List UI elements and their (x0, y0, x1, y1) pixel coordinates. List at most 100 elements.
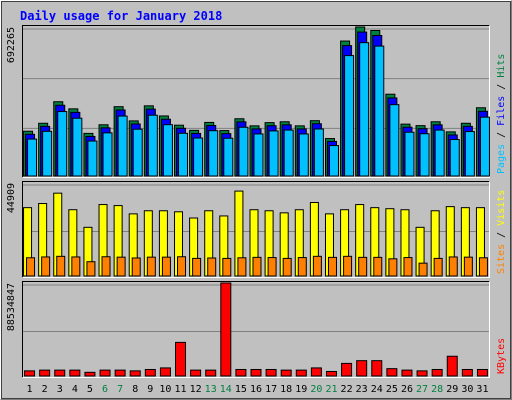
bar-sites-day-25 (388, 258, 398, 277)
bar-pages-day-1 (27, 138, 38, 177)
bar-kbytes-day-11 (175, 341, 187, 377)
x-tick-label-4: 4 (72, 384, 78, 395)
bar-sites-day-14 (222, 257, 232, 277)
bar-sites-day-17 (267, 257, 277, 277)
chart-title: Daily usage for January 2018 (20, 9, 222, 23)
bar-pages-day-17 (268, 130, 279, 177)
bar-pages-day-24 (374, 45, 385, 177)
bar-kbytes-day-23 (356, 360, 368, 377)
panel-top-border-dark (22, 25, 490, 178)
bar-sites-day-15 (237, 257, 247, 277)
bar-pages-day-13 (208, 130, 219, 177)
bar-kbytes-day-3 (54, 369, 66, 377)
bar-sites-day-27 (418, 262, 428, 277)
x-tick-label-12: 12 (190, 384, 202, 395)
bar-sites-day-21 (327, 256, 337, 277)
bar-pages-day-16 (253, 133, 264, 177)
bar-sites-day-9 (146, 256, 156, 277)
bar-sites-day-23 (358, 256, 368, 277)
x-tick-label-24: 24 (371, 384, 383, 395)
x-tick-label-5: 5 (87, 384, 93, 395)
bar-pages-day-23 (359, 42, 370, 177)
bar-kbytes-day-1 (24, 370, 36, 377)
bar-kbytes-day-22 (341, 362, 353, 377)
bar-kbytes-day-5 (84, 371, 96, 377)
legend-item-sites: Sites (496, 244, 507, 274)
x-tick-label-9: 9 (147, 384, 153, 395)
bar-sites-day-18 (282, 257, 292, 277)
bar-sites-day-1 (26, 257, 36, 277)
bar-sites-day-8 (131, 257, 141, 277)
bar-kbytes-day-25 (386, 368, 398, 377)
bar-kbytes-day-30 (461, 368, 473, 377)
bar-kbytes-day-2 (39, 369, 51, 377)
bar-pages-day-5 (87, 140, 98, 177)
bar-kbytes-day-14 (220, 282, 232, 377)
bar-kbytes-day-28 (431, 368, 443, 377)
legend-separator: / (496, 78, 507, 96)
x-tick-label-17: 17 (265, 384, 277, 395)
bar-kbytes-day-20 (310, 367, 322, 377)
bar-kbytes-day-26 (401, 369, 413, 377)
bar-pages-day-4 (72, 117, 83, 177)
bar-sites-day-3 (56, 255, 66, 277)
legend-item-visits: Visits (496, 190, 507, 226)
x-tick-label-6: 6 (102, 384, 108, 395)
x-tick-label-2: 2 (42, 384, 48, 395)
bar-pages-day-12 (193, 137, 204, 177)
bar-pages-day-2 (42, 130, 53, 177)
x-tick-label-31: 31 (476, 384, 488, 395)
bar-pages-day-31 (479, 116, 490, 177)
bar-pages-day-29 (449, 139, 460, 177)
bar-kbytes-day-16 (250, 368, 262, 377)
bar-sites-day-5 (86, 261, 96, 277)
bar-sites-day-11 (177, 256, 187, 277)
x-tick-label-14: 14 (220, 384, 232, 395)
bar-pages-day-9 (147, 114, 158, 177)
bar-sites-day-24 (373, 256, 383, 277)
legend-item-files: Files (496, 96, 507, 126)
bar-sites-day-29 (448, 256, 458, 277)
legend-item-pages: Pages (496, 144, 507, 174)
x-tick-label-7: 7 (117, 384, 123, 395)
bar-kbytes-day-13 (205, 369, 217, 377)
bar-pages-day-25 (389, 104, 400, 177)
max-label-bottom: 88534847 (6, 283, 17, 331)
x-tick-label-22: 22 (341, 384, 353, 395)
panel-bottom-border-light (22, 281, 490, 378)
x-tick-label-18: 18 (280, 384, 292, 395)
panel-middle-border-dark (22, 181, 490, 278)
x-tick-label-10: 10 (159, 384, 171, 395)
bar-kbytes-day-12 (190, 369, 202, 377)
bar-pages-day-19 (298, 133, 309, 177)
bar-sites-day-7 (116, 256, 126, 277)
bar-pages-day-15 (238, 126, 249, 177)
x-tick-label-1: 1 (27, 384, 33, 395)
bar-sites-day-2 (41, 256, 51, 277)
bar-pages-day-20 (313, 128, 324, 177)
bar-kbytes-day-9 (144, 368, 156, 377)
bar-sites-day-20 (312, 255, 322, 277)
legend-item-kbytes: KBytes (496, 338, 507, 374)
x-tick-label-16: 16 (250, 384, 262, 395)
bar-pages-day-22 (344, 55, 355, 177)
bar-kbytes-day-19 (295, 369, 307, 377)
x-tick-label-30: 30 (461, 384, 473, 395)
x-tick-label-8: 8 (132, 384, 138, 395)
legend-item-hits: Hits (496, 54, 507, 78)
bar-pages-day-14 (223, 137, 234, 177)
bar-pages-day-6 (102, 132, 113, 177)
bar-kbytes-day-21 (325, 370, 337, 377)
bar-kbytes-day-10 (159, 367, 171, 377)
x-tick-label-27: 27 (416, 384, 428, 395)
panel-middle-border-light (22, 181, 490, 278)
panel-top-border-light (22, 25, 490, 178)
bar-kbytes-day-24 (371, 360, 383, 377)
panel-bottom-border-dark (22, 281, 490, 378)
bar-pages-day-28 (434, 129, 445, 177)
bar-pages-day-26 (404, 131, 415, 177)
bar-kbytes-day-8 (129, 370, 141, 377)
bar-sites-day-10 (161, 256, 171, 277)
